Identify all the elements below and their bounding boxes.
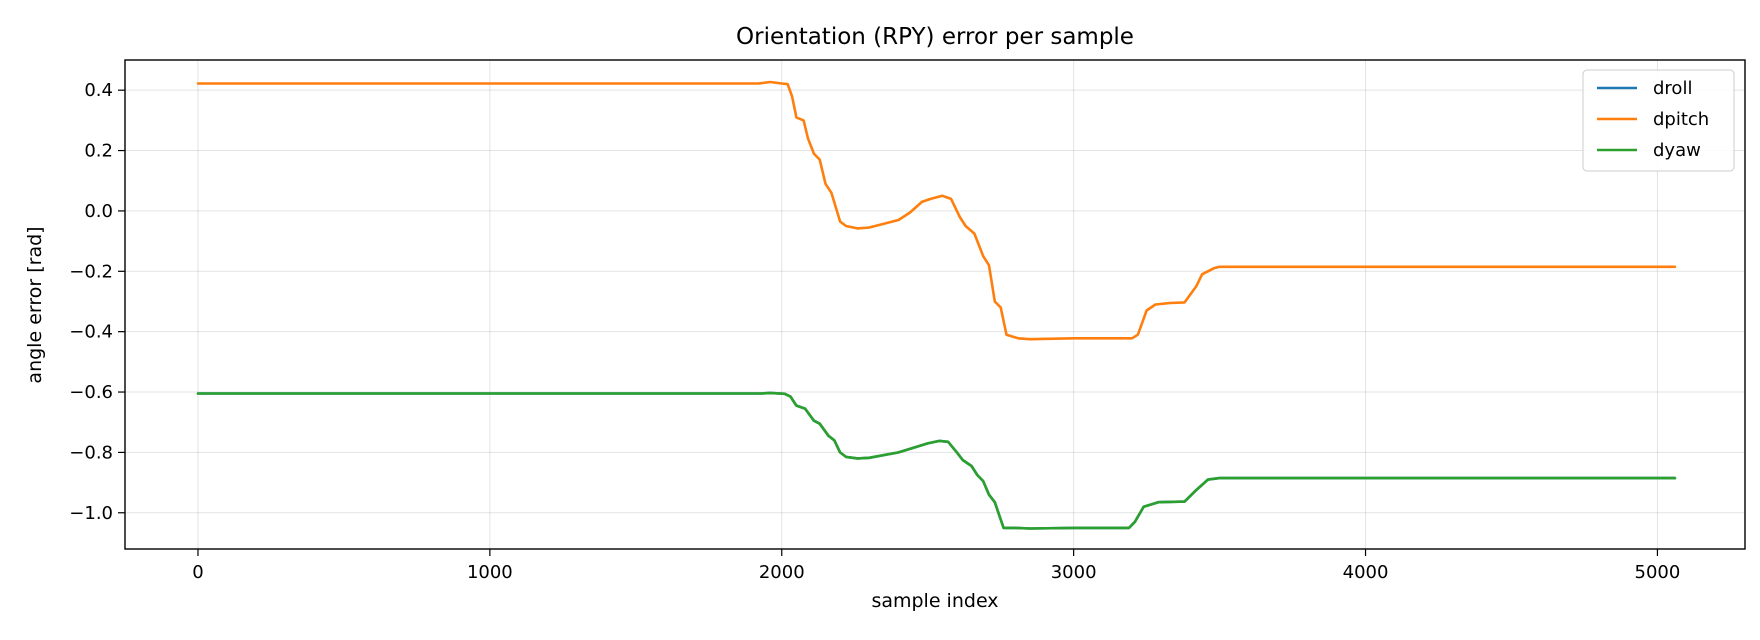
y-tick-label: 0.4 [84, 80, 113, 101]
x-tick-label: 0 [192, 562, 203, 583]
series-line-dpitch [196, 80, 1677, 341]
series-layer [196, 80, 1677, 530]
y-tick-label: 0.2 [84, 141, 113, 162]
x-tick-label: 1000 [467, 562, 513, 583]
legend: droll dpitch dyaw [1582, 69, 1735, 172]
x-axis-label: sample index [871, 590, 998, 612]
y-tick-label: −1.0 [69, 503, 113, 524]
legend-label-dpitch: dpitch [1653, 109, 1709, 130]
plot-frame [124, 59, 1746, 550]
y-axis: 0.4 0.2 0.0 −0.2 −0.4 −0.6 −0.8 −1.0 [69, 80, 125, 524]
x-axis: 0 1000 2000 3000 4000 5000 [192, 549, 1680, 583]
x-tick-label: 5000 [1635, 562, 1681, 583]
legend-box [1582, 69, 1735, 172]
y-tick-label: −0.6 [69, 382, 113, 403]
y-tick-label: −0.4 [69, 322, 113, 343]
x-tick-label: 3000 [1051, 562, 1097, 583]
x-tick-label: 4000 [1343, 562, 1389, 583]
chart-title: Orientation (RPY) error per sample [736, 24, 1134, 50]
y-tick-label: −0.2 [69, 261, 113, 282]
y-axis-label: angle error [rad] [24, 226, 46, 383]
y-tick-label: 0.0 [84, 201, 113, 222]
x-tick-label: 2000 [759, 562, 805, 583]
series-line-dyaw [196, 391, 1677, 530]
legend-label-dyaw: dyaw [1653, 140, 1701, 161]
legend-label-droll: droll [1653, 78, 1692, 99]
y-tick-label: −0.8 [69, 442, 113, 463]
